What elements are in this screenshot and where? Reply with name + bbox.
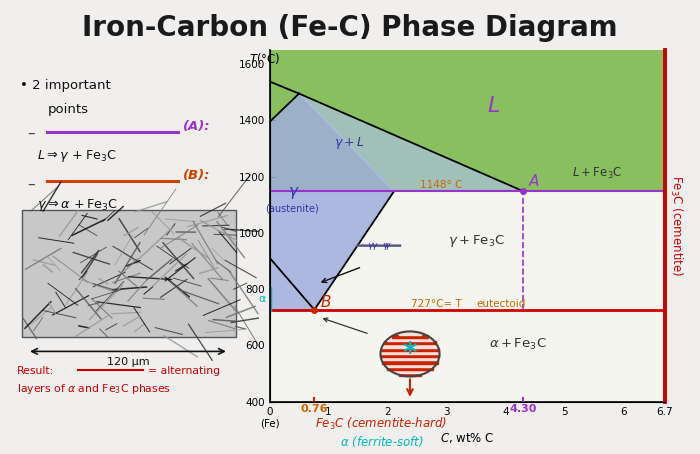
Text: –: – <box>27 126 35 141</box>
Text: $L+\mathrm{Fe_3C}$: $L+\mathrm{Fe_3C}$ <box>572 166 622 181</box>
Text: α: α <box>259 294 266 304</box>
Text: γ: γ <box>384 241 390 250</box>
Text: (austenite): (austenite) <box>265 204 318 214</box>
Polygon shape <box>270 50 665 191</box>
Text: δ: δ <box>270 54 279 67</box>
Polygon shape <box>382 344 438 347</box>
Text: γ: γ <box>371 241 377 250</box>
Polygon shape <box>387 338 433 341</box>
Text: Fe$_3$C (cementite-hard): Fe$_3$C (cementite-hard) <box>315 415 448 431</box>
Polygon shape <box>399 373 421 376</box>
Polygon shape <box>392 370 428 373</box>
Text: $T$(°C): $T$(°C) <box>248 50 280 65</box>
Y-axis label: Fe$_3$C (cementite): Fe$_3$C (cementite) <box>668 175 685 276</box>
Text: γ: γ <box>382 241 387 250</box>
Text: $\alpha$ (ferrite-soft): $\alpha$ (ferrite-soft) <box>340 434 424 449</box>
Text: *: * <box>402 340 417 368</box>
Polygon shape <box>270 81 299 122</box>
Polygon shape <box>382 357 439 360</box>
Polygon shape <box>381 354 440 357</box>
Text: layers of $\alpha$ and Fe$_3$C phases: layers of $\alpha$ and Fe$_3$C phases <box>17 382 172 396</box>
Text: 0.76: 0.76 <box>300 404 328 414</box>
Text: γ: γ <box>368 241 372 250</box>
Text: Iron-Carbon (Fe-C) Phase Diagram: Iron-Carbon (Fe-C) Phase Diagram <box>82 14 618 42</box>
Polygon shape <box>270 50 299 81</box>
Text: $L\Rightarrow\gamma\,+\mathrm{Fe_3C}$: $L\Rightarrow\gamma\,+\mathrm{Fe_3C}$ <box>37 148 117 164</box>
FancyBboxPatch shape <box>22 210 237 337</box>
Polygon shape <box>299 94 524 191</box>
Text: • 2 important: • 2 important <box>20 79 111 92</box>
Polygon shape <box>384 364 435 367</box>
Text: (A):: (A): <box>183 120 211 133</box>
Text: 1148° C: 1148° C <box>420 180 463 190</box>
Polygon shape <box>384 341 435 344</box>
Text: $\gamma$: $\gamma$ <box>288 185 300 201</box>
Polygon shape <box>392 335 428 338</box>
Text: $\mathit{B}$: $\mathit{B}$ <box>321 294 332 310</box>
Polygon shape <box>387 367 433 370</box>
Polygon shape <box>382 347 439 351</box>
Text: 4.30: 4.30 <box>510 404 537 414</box>
Polygon shape <box>270 191 665 402</box>
Text: 120 μm: 120 μm <box>106 357 149 367</box>
Text: points: points <box>48 103 88 116</box>
X-axis label: $C$, wt% C: $C$, wt% C <box>440 431 494 445</box>
Text: eutectoid: eutectoid <box>476 299 526 309</box>
Text: $\mathit{A}$: $\mathit{A}$ <box>528 173 540 189</box>
Ellipse shape <box>381 331 440 376</box>
Text: $\gamma\Rightarrow\alpha\,+\mathrm{Fe_3C}$: $\gamma\Rightarrow\alpha\,+\mathrm{Fe_3C… <box>37 197 118 213</box>
Text: $\gamma+\mathrm{Fe_3C}$: $\gamma+\mathrm{Fe_3C}$ <box>448 233 505 249</box>
Text: = alternating: = alternating <box>148 366 220 376</box>
Polygon shape <box>382 360 438 364</box>
Text: (B):: (B): <box>183 169 211 182</box>
Text: 727°C= T: 727°C= T <box>411 299 462 309</box>
Text: $\alpha+\mathrm{Fe_3C}$: $\alpha+\mathrm{Fe_3C}$ <box>489 337 546 352</box>
Polygon shape <box>270 94 394 310</box>
Text: Result:: Result: <box>17 366 55 376</box>
Text: $\gamma+L$: $\gamma+L$ <box>334 135 365 151</box>
Polygon shape <box>381 351 440 354</box>
Text: –: – <box>27 177 35 192</box>
Text: $L$: $L$ <box>487 96 500 116</box>
Polygon shape <box>399 331 421 335</box>
